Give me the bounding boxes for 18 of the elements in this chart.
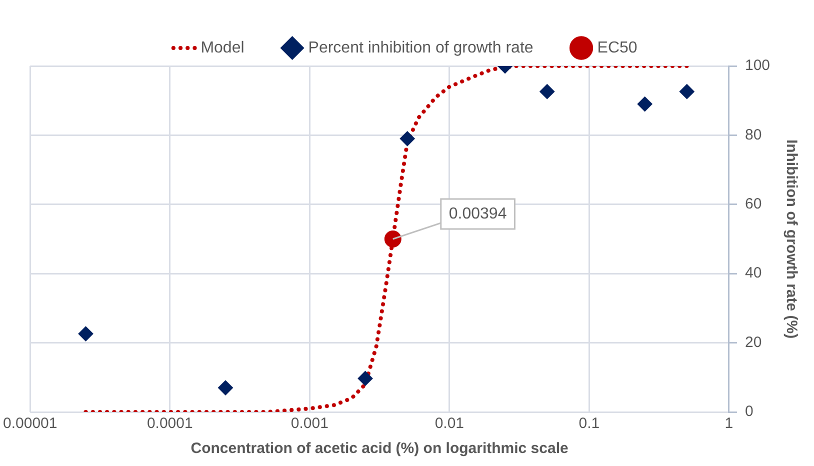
x-tick-label: 0.0001 [146, 415, 193, 432]
annotation: 0.00394 [448, 205, 507, 222]
y-tick-label: 60 [744, 196, 762, 213]
y-tick-label: 20 [744, 334, 762, 351]
legend-label: Model [200, 39, 244, 56]
x-tick-label: 0.1 [578, 415, 600, 432]
legend-label: Percent inhibition of growth rate [308, 39, 534, 56]
y-tick-label: 40 [744, 264, 762, 282]
legend-label: EC50 [597, 39, 638, 56]
y-tick-label: 0 [744, 403, 754, 420]
x-axis-title: Concentration of acetic acid (%) on logarithmic scale [190, 440, 568, 458]
y-tick-label: 80 [744, 126, 762, 144]
x-tick-label: 0.01 [434, 415, 464, 432]
y-axis-title: Inhibition of growth rate (%) [782, 139, 800, 339]
x-tick-label: 0.00001 [2, 415, 58, 432]
x-tick-label: 0.001 [290, 415, 328, 432]
y-tick-label: 100 [744, 57, 770, 74]
x-tick-label: 1 [724, 415, 734, 432]
